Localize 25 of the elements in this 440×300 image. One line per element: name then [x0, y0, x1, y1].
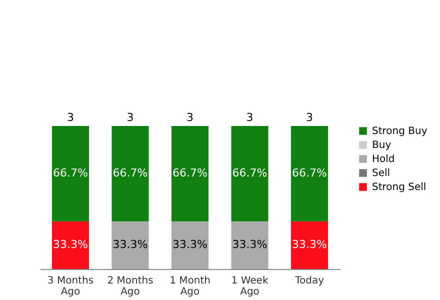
legend-label: Strong Buy	[372, 126, 428, 137]
x-tick-label: 1 Week Ago	[231, 276, 268, 298]
data-label: 33.3%	[53, 238, 88, 252]
x-tick-label: 3 Months Ago	[47, 276, 94, 298]
legend-label: Hold	[372, 154, 395, 165]
legend-label: Sell	[372, 168, 390, 179]
data-label: 33.3%	[112, 238, 148, 252]
legend-label: Strong Sell	[372, 182, 426, 193]
data-label: 66.7%	[232, 166, 268, 180]
data-label: 33.3%	[172, 238, 208, 252]
annotation: 3	[126, 111, 134, 124]
data-label: 66.7%	[292, 166, 327, 180]
annotation: 3	[66, 111, 74, 124]
data-label: 33.3%	[232, 238, 268, 252]
data-label: 66.7%	[53, 166, 88, 180]
data-label: 66.7%	[112, 166, 148, 180]
annotation: 3	[306, 111, 314, 124]
data-label: 66.7%	[172, 166, 208, 180]
x-tick-label: Today	[294, 276, 324, 286]
x-tick-label: 2 Months Ago	[107, 276, 154, 298]
annotation: 3	[246, 111, 254, 124]
data-label: 33.3%	[292, 238, 327, 252]
annotation: 3	[186, 111, 194, 124]
x-tick-label: 1 Month Ago	[170, 276, 210, 298]
legend-label: Buy	[372, 140, 392, 151]
